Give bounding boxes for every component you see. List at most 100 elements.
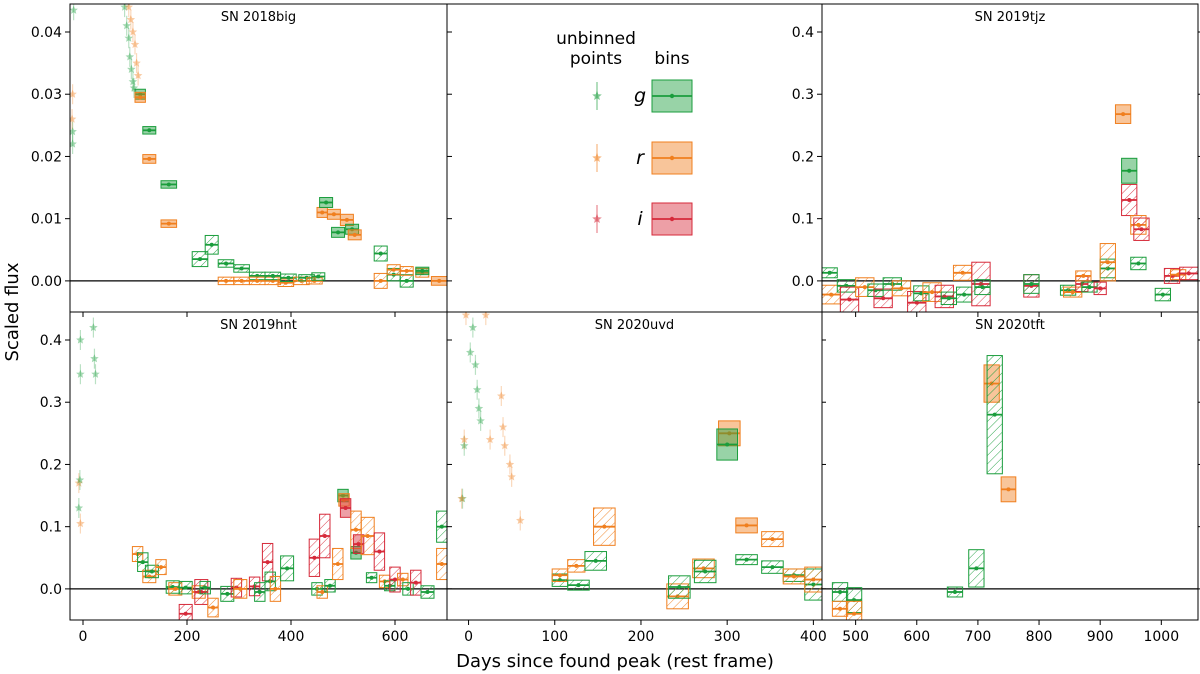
bin-point [974,566,979,571]
panel-title: SN 2020uvd [595,318,674,333]
y-tick-label: 0.03 [31,87,62,103]
bin-point [1127,168,1132,173]
panel-4: SN 2020tft 500 600 700 800 900 1000 [821,311,1200,645]
bin-point [914,300,919,305]
bin-point [946,296,951,301]
x-tick-label: 200 [628,629,655,645]
bin-point [703,569,708,574]
bin-point [406,586,410,591]
bin-point [285,566,290,571]
bin-point [224,278,228,283]
x-tick-label: 700 [965,629,992,645]
bin-point [391,267,396,272]
unbinned-point [76,335,85,344]
bin-point [919,291,924,296]
panel-3: SN 2020uvd 0 100 200 300 400 [446,311,827,645]
bin-point [593,558,598,563]
legend-band-label: g [634,85,646,107]
unbinned-point [460,435,469,444]
bin-point [320,210,325,215]
unbinned-point [130,39,140,49]
bin-point [574,563,579,568]
bin-point [352,232,357,237]
bin-point [1160,292,1165,297]
bin-point [183,611,188,616]
bin-point [576,583,581,588]
bin-point [149,569,154,574]
bin-point [677,585,682,590]
unbinned-point [74,503,84,512]
bin-point [198,257,202,262]
bin-point [239,278,244,283]
legend-bin-point [669,216,675,222]
unbinned-point [507,472,516,481]
bin-point [1098,286,1103,291]
y-tick-label: 0.4 [792,25,814,41]
bin-point [183,585,188,590]
legend-panel-frame [446,3,823,313]
bin-point [138,92,143,97]
bin-point [159,565,163,570]
unbinned-point [460,441,469,450]
unbinned-point [91,369,100,378]
bin-point [1087,285,1092,290]
bin-point [324,200,329,205]
unbinned-point [498,422,508,431]
legend: unbinned points bins g r i [556,29,693,236]
bin-point [1136,261,1141,266]
bin-point [377,549,382,554]
panel-1: SN 2019tjz 0.0 0.1 0.2 0.3 0.4 [792,3,1200,317]
bin-point [356,542,361,547]
y-tick-label: 0.0 [40,582,62,598]
bin-point [930,290,935,295]
bin-point [1186,271,1191,276]
bin-point [286,275,291,280]
y-axis-label: Scaled flux [2,262,23,361]
panel-title: SN 2018big [221,10,296,25]
bin-point [838,590,843,594]
unbinned-point [70,89,77,98]
bin-point [255,278,260,283]
unbinned-point [485,435,495,444]
bin-point [725,442,730,447]
bin-point [744,557,749,562]
bin-point [602,524,607,529]
x-tick-label: 0 [464,629,473,645]
x-tick-label: 800 [1026,629,1053,645]
bin-point [420,268,425,273]
y-tick-label: 0.3 [792,87,814,103]
bin-point [400,577,405,582]
bin-point [166,221,171,226]
legend-band-label: i [637,208,643,230]
bin-point [413,580,418,585]
x-tick-label: 100 [541,629,568,645]
bin-point [224,261,228,266]
legend-title-unbinned-2: points [570,49,622,69]
bin-point [343,506,348,510]
unbinned-point [500,441,509,450]
legend-bin-point [669,93,675,99]
unbinned-point [472,385,482,394]
bin-point [744,523,749,528]
unbinned-point [75,475,85,484]
y-tick-label: 0.1 [792,212,814,228]
bin-point [1029,282,1034,286]
bin-point [557,573,562,578]
y-tick-label: 0.04 [31,25,62,41]
panel-0: SN 2018big 0.00 0.01 0.02 0.03 0.04 [31,3,452,317]
x-tick-label: 400 [278,629,305,645]
bin-point [209,242,214,247]
unbinned-point [90,354,99,363]
panel-title: SN 2020tft [975,318,1045,333]
bin-point [899,286,904,291]
bin-point [147,156,152,161]
legend-bin-point [669,155,675,161]
bin-point [265,560,270,565]
bin-point [827,270,832,275]
bin-point [336,230,341,235]
unbinned-point [481,312,491,319]
bin-point [992,412,997,417]
bin-point [344,217,349,222]
bin-point [138,95,143,100]
